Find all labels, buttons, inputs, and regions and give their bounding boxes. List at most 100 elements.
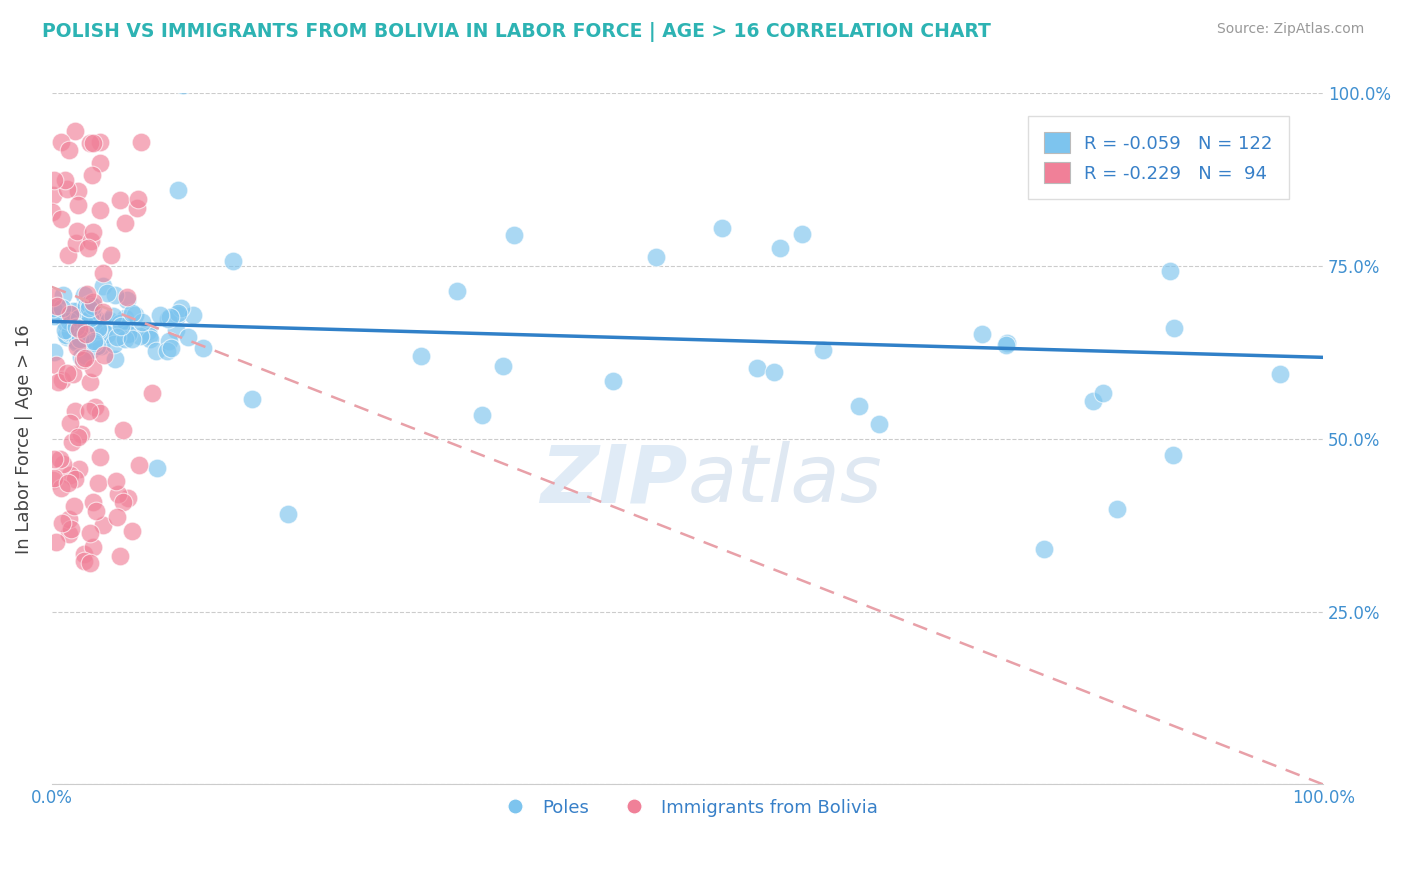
Point	[58, 527, 80, 541]
Legend: Poles, Immigrants from Bolivia: Poles, Immigrants from Bolivia	[489, 791, 886, 824]
Point	[114, 216, 136, 230]
Point	[96, 285, 118, 300]
Point	[67, 302, 90, 317]
Point	[41, 205, 63, 219]
Point	[145, 344, 167, 359]
Point	[112, 423, 135, 437]
Point	[66, 224, 89, 238]
Point	[89, 450, 111, 464]
Point	[70, 306, 93, 320]
Point	[62, 499, 84, 513]
Point	[44, 310, 66, 324]
Point	[53, 173, 76, 187]
Point	[191, 341, 214, 355]
Point	[51, 301, 73, 316]
Point	[115, 290, 138, 304]
Point	[115, 316, 138, 330]
Point	[108, 316, 131, 330]
Point	[45, 305, 67, 319]
Point	[645, 250, 668, 264]
Point	[75, 300, 97, 314]
Point	[125, 201, 148, 215]
Point	[79, 136, 101, 150]
Point	[104, 288, 127, 302]
Point	[1161, 449, 1184, 463]
Point	[46, 299, 69, 313]
Point	[91, 265, 114, 279]
Point	[1092, 385, 1115, 400]
Point	[128, 458, 150, 473]
Point	[108, 549, 131, 563]
Point	[58, 143, 80, 157]
Point	[768, 241, 790, 255]
Point	[56, 476, 79, 491]
Point	[77, 404, 100, 418]
Point	[79, 556, 101, 570]
Point	[83, 324, 105, 338]
Point	[45, 358, 67, 372]
Point	[159, 341, 181, 355]
Point	[73, 351, 96, 365]
Point	[67, 430, 90, 444]
Point	[166, 309, 188, 323]
Point	[277, 507, 299, 521]
Text: POLISH VS IMMIGRANTS FROM BOLIVIA IN LABOR FORCE | AGE > 16 CORRELATION CHART: POLISH VS IMMIGRANTS FROM BOLIVIA IN LAB…	[42, 22, 991, 42]
Point	[46, 375, 69, 389]
Point	[129, 135, 152, 149]
Point	[62, 304, 84, 318]
Point	[59, 522, 82, 536]
Point	[63, 307, 86, 321]
Point	[58, 326, 80, 340]
Point	[970, 327, 993, 342]
Point	[80, 343, 103, 357]
Point	[87, 323, 110, 337]
Point	[59, 306, 82, 320]
Point	[97, 315, 120, 329]
Point	[146, 461, 169, 475]
Point	[87, 321, 110, 335]
Point	[138, 329, 160, 343]
Point	[77, 241, 100, 255]
Point	[492, 359, 515, 373]
Point	[51, 481, 73, 495]
Point	[1270, 367, 1292, 381]
Point	[52, 288, 75, 302]
Point	[49, 452, 72, 467]
Point	[91, 326, 114, 340]
Point	[51, 516, 73, 530]
Point	[117, 491, 139, 505]
Point	[82, 494, 104, 508]
Point	[75, 349, 97, 363]
Point	[79, 310, 101, 325]
Point	[77, 301, 100, 316]
Point	[51, 211, 73, 226]
Point	[112, 495, 135, 509]
Point	[98, 312, 121, 326]
Point	[124, 308, 146, 322]
Point	[1163, 321, 1185, 335]
Point	[83, 334, 105, 348]
Point	[131, 314, 153, 328]
Point	[91, 318, 114, 333]
Point	[176, 330, 198, 344]
Point	[1105, 501, 1128, 516]
Point	[79, 234, 101, 248]
Point	[156, 311, 179, 326]
Point	[82, 541, 104, 555]
Point	[62, 367, 84, 381]
Point	[82, 299, 104, 313]
Point	[995, 338, 1018, 352]
Point	[91, 518, 114, 533]
Point	[96, 326, 118, 341]
Point	[1159, 264, 1181, 278]
Point	[90, 339, 112, 353]
Point	[42, 173, 65, 187]
Point	[82, 295, 104, 310]
Point	[222, 253, 245, 268]
Point	[77, 313, 100, 327]
Point	[73, 287, 96, 301]
Point	[166, 184, 188, 198]
Point	[67, 322, 90, 336]
Point	[75, 299, 97, 313]
Point	[114, 332, 136, 346]
